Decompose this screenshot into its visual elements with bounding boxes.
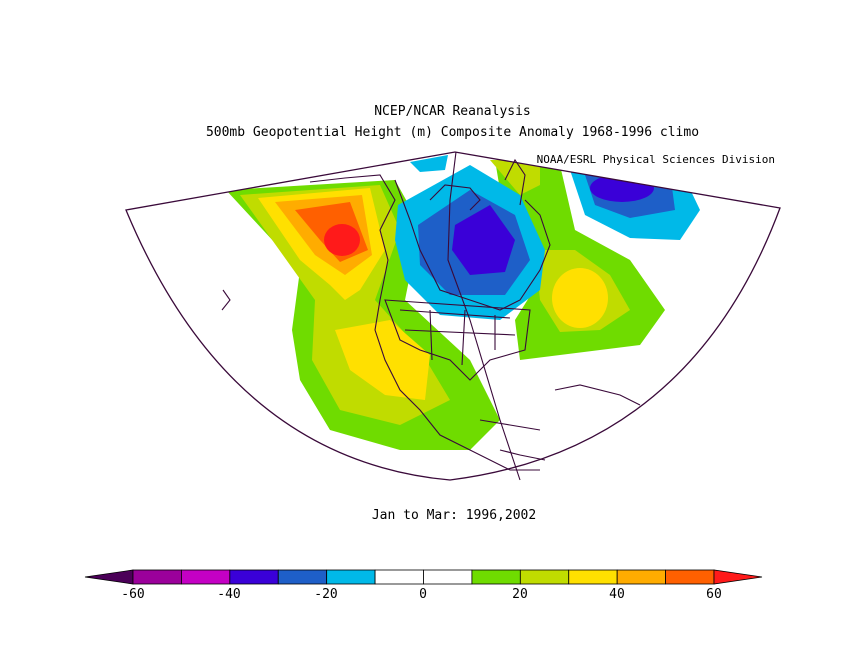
- colorbar-tick: -40: [217, 587, 241, 602]
- colorbar-segment: [181, 569, 231, 585]
- colorbar-tick: 40: [609, 587, 625, 602]
- colorbar-tick: 60: [706, 587, 722, 602]
- colorbar-segment: [277, 569, 328, 585]
- period-label: Jan to Mar: 1996,2002: [371, 508, 537, 523]
- credit-label: NOAA/ESRL Physical Sciences Division: [536, 153, 775, 166]
- colorbar-tick: -60: [121, 587, 145, 602]
- colorbar-tick: 20: [512, 587, 528, 602]
- colorbar-min-arrow: [84, 569, 134, 585]
- colorbar-segment: [229, 569, 279, 585]
- colorbar-segment: [132, 569, 182, 585]
- colorbar-segment: [471, 569, 521, 585]
- map-subtitle: 500mb Geopotential Height (m) Composite …: [205, 125, 700, 140]
- coastlines: [221, 151, 641, 481]
- colorbar-max-arrow: [713, 569, 763, 585]
- colorbar-segment: [423, 569, 473, 585]
- colorbar-segment: [374, 569, 424, 585]
- colorbar-segment: [326, 569, 376, 585]
- colorbar-segment: [616, 569, 666, 585]
- colorbar-tick: 0: [419, 587, 427, 602]
- colorbar-segment: [568, 569, 618, 585]
- colorbar-segment: [519, 569, 570, 585]
- anomaly-fill: [126, 152, 780, 480]
- colorbar-tick: -20: [314, 587, 338, 602]
- colorbar-segment: [665, 569, 715, 585]
- map-title: NCEP/NCAR Reanalysis: [374, 104, 531, 119]
- map-domain-outline: [125, 151, 781, 481]
